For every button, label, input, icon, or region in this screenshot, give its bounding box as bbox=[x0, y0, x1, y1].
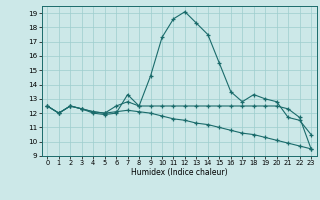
X-axis label: Humidex (Indice chaleur): Humidex (Indice chaleur) bbox=[131, 168, 228, 177]
